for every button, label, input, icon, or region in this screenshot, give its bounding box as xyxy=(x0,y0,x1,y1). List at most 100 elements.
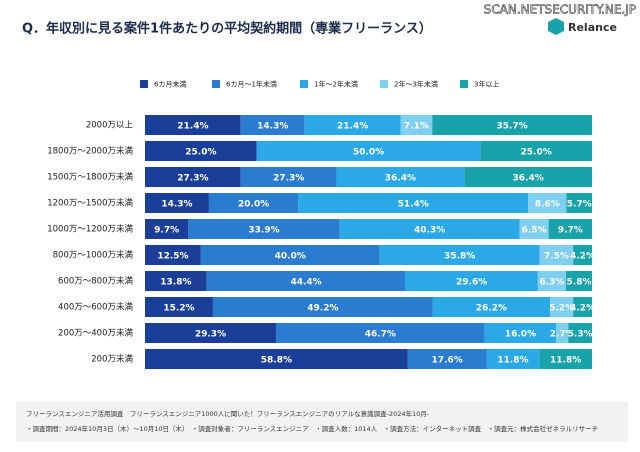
data-label: 27.3% xyxy=(273,174,304,184)
bar-segment xyxy=(275,323,485,343)
y-tick-label: 200万～400万未満 xyxy=(58,328,133,339)
legend-label: 1年〜2年未満 xyxy=(314,80,358,89)
data-label: 16.0% xyxy=(505,330,536,340)
bar-segment xyxy=(432,115,592,135)
bar-segment xyxy=(145,323,276,343)
legend-swatch xyxy=(140,80,148,88)
data-label: 6.5% xyxy=(522,226,547,236)
data-label: 17.6% xyxy=(432,356,463,366)
data-label: 15.2% xyxy=(163,304,194,314)
data-label: 25.0% xyxy=(521,148,552,158)
data-label: 50.0% xyxy=(353,148,384,158)
legend-label: 6カ月未満 xyxy=(154,80,186,89)
bar-segment xyxy=(484,323,557,343)
data-label: 29.3% xyxy=(195,330,226,340)
data-label: 4.2% xyxy=(570,304,595,314)
data-label: 26.2% xyxy=(476,304,507,314)
data-label: 9.7% xyxy=(154,226,179,236)
legend-label: 6カ月〜1年未満 xyxy=(226,80,277,89)
bar-segment xyxy=(486,349,540,369)
y-tick-label: 400万～600万未満 xyxy=(58,302,133,313)
note: フリーランスエンジニア活用調査 フリーランスエンジニア1000人に聞いた！フリー… xyxy=(26,409,430,418)
legend-swatch xyxy=(460,80,468,88)
y-tick-label: 200万未満 xyxy=(91,354,133,365)
data-label: 14.3% xyxy=(257,122,288,132)
data-label: 7.5% xyxy=(544,252,569,262)
bar-segment xyxy=(240,167,337,187)
bar-segment xyxy=(573,245,592,265)
data-label: 5.8% xyxy=(567,278,592,288)
data-label: 11.8% xyxy=(550,356,581,366)
data-label: 40.3% xyxy=(414,226,445,236)
y-tick-label: 1200万～1500万未満 xyxy=(47,198,133,209)
data-label: 21.4% xyxy=(337,122,368,132)
data-label: 11.8% xyxy=(497,356,528,366)
data-label: 44.4% xyxy=(290,278,321,288)
data-label: 27.3% xyxy=(177,174,208,184)
data-label: 58.8% xyxy=(261,356,292,366)
legend-swatch xyxy=(380,80,388,88)
bar-segment xyxy=(405,271,538,291)
data-label: 35.7% xyxy=(497,122,528,132)
data-label: 20.0% xyxy=(238,200,269,210)
bar-segment xyxy=(200,245,380,265)
data-label: 40.0% xyxy=(275,252,306,262)
brand-logo xyxy=(548,18,564,35)
watermark: SCAN.NETSECURITY.NE.JP xyxy=(484,3,636,17)
bar-segment xyxy=(556,323,569,343)
data-label: 5.7% xyxy=(567,200,592,210)
bar-segment xyxy=(432,297,550,317)
bar-segment xyxy=(145,167,241,187)
data-label: 46.7% xyxy=(365,330,396,340)
data-label: 33.9% xyxy=(248,226,279,236)
legend-label: 3年以上 xyxy=(474,80,499,89)
bar-segment xyxy=(256,141,481,161)
bar-segment xyxy=(145,141,257,161)
bar-segment xyxy=(539,245,574,265)
bar-segment xyxy=(519,219,549,239)
bar-segment xyxy=(537,271,567,291)
brand: Relance xyxy=(568,21,617,34)
bar-segment xyxy=(240,115,305,135)
bar-segment xyxy=(145,349,408,369)
data-label: 36.4% xyxy=(513,174,544,184)
bar-segment xyxy=(339,219,520,239)
y-tick-label: 600万～800万未満 xyxy=(58,276,133,287)
data-label: 6.3% xyxy=(539,278,564,288)
data-label: 4.2% xyxy=(570,252,595,262)
data-label: 51.4% xyxy=(398,200,429,210)
data-label: 7.1% xyxy=(404,122,429,132)
bar-segment xyxy=(539,349,592,369)
data-label: 25.0% xyxy=(185,148,216,158)
data-label: 36.4% xyxy=(385,174,416,184)
y-tick-label: 2000万以上 xyxy=(86,121,134,131)
bar-segment xyxy=(188,219,340,239)
bar-segment xyxy=(145,297,213,317)
y-tick-label: 1500万～1800万未満 xyxy=(47,172,133,183)
bar-segment xyxy=(145,245,201,265)
bar-segment xyxy=(480,141,592,161)
data-label: 2.7% xyxy=(550,330,575,340)
bar-segment xyxy=(145,271,207,291)
bar-segment xyxy=(400,115,433,135)
bar-segment xyxy=(548,219,592,239)
y-tick-label: 1000万～1200万未満 xyxy=(47,224,133,235)
data-label: 13.8% xyxy=(160,278,191,288)
data-label: 12.5% xyxy=(157,252,188,262)
bar-segment xyxy=(206,271,406,291)
bar-segment xyxy=(145,115,241,135)
y-tick-label: 1800万～2000万未満 xyxy=(47,146,133,157)
legend-swatch xyxy=(212,80,220,88)
data-label: 9.7% xyxy=(558,226,583,236)
bar-segment xyxy=(336,167,465,187)
bar-segment xyxy=(549,297,574,317)
bar-segment xyxy=(379,245,540,265)
bar-segment xyxy=(304,115,401,135)
bar-segment xyxy=(573,297,592,317)
data-label: 21.4% xyxy=(177,122,208,132)
data-label: 49.2% xyxy=(307,304,338,314)
note: ・調査期間：2024年10月3日（木）〜10月10日（木） ・調査対象者：フリー… xyxy=(26,424,598,433)
bar-segment xyxy=(212,297,433,317)
y-tick-label: 800万～1000万未満 xyxy=(53,250,134,261)
